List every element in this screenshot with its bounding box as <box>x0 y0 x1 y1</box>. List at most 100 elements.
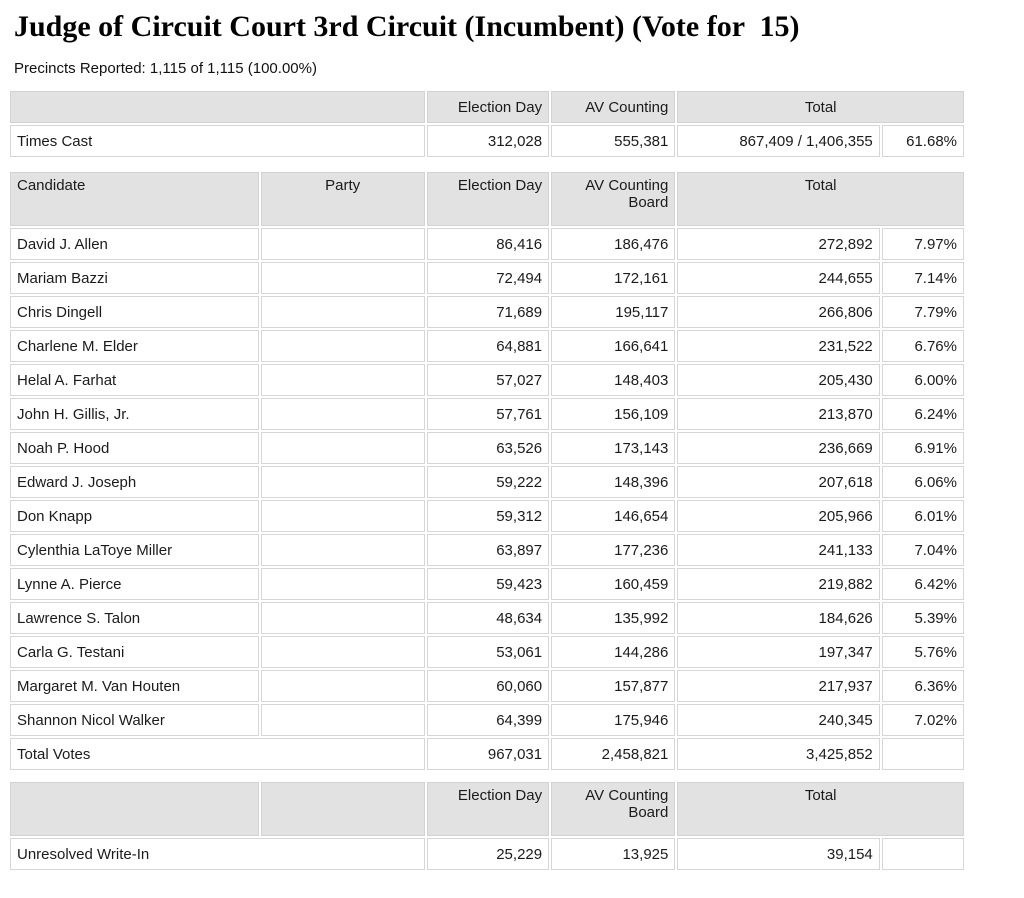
times-cast-total: 867,409 / 1,406,355 <box>677 125 880 157</box>
candidate-row: David J. Allen 86,416 186,476 272,892 7.… <box>10 228 964 260</box>
candidate-av-counting-board: 146,654 <box>551 500 676 532</box>
candidate-election-day: 48,634 <box>426 602 550 634</box>
candidate-row: Chris Dingell 71,689 195,117 266,806 7.7… <box>10 296 964 328</box>
candidate-election-day: 59,423 <box>426 568 550 600</box>
times-cast-percent: 61.68% <box>881 125 964 157</box>
candidate-total: 184,626 <box>677 602 880 634</box>
candidate-name: Noah P. Hood <box>10 432 259 464</box>
candidate-av-counting-board: 156,109 <box>551 398 676 430</box>
candidate-row: Margaret M. Van Houten 60,060 157,877 21… <box>10 670 964 702</box>
candidate-percent: 7.02% <box>881 704 964 736</box>
candidate-election-day: 64,881 <box>426 330 550 362</box>
total-votes-av-counting-board: 2,458,821 <box>551 738 676 770</box>
candidate-row: Lynne A. Pierce 59,423 160,459 219,882 6… <box>10 568 964 600</box>
candidate-election-day: 60,060 <box>426 670 550 702</box>
write-in-election-day: 25,229 <box>426 838 550 870</box>
column-header-av-counting-board: AV Counting Board <box>551 782 676 836</box>
candidate-row: Lawrence S. Talon 48,634 135,992 184,626… <box>10 602 964 634</box>
candidate-percent: 7.04% <box>881 534 964 566</box>
candidate-name: Carla G. Testani <box>10 636 259 668</box>
candidate-party <box>260 466 425 498</box>
candidate-name: Edward J. Joseph <box>10 466 259 498</box>
candidate-party <box>260 228 425 260</box>
candidate-row: Carla G. Testani 53,061 144,286 197,347 … <box>10 636 964 668</box>
write-in-table: Election Day AV Counting Board Total Unr… <box>8 780 966 872</box>
candidate-av-counting-board: 173,143 <box>551 432 676 464</box>
candidate-av-counting-board: 144,286 <box>551 636 676 668</box>
column-header-election-day: Election Day <box>426 172 550 226</box>
write-in-total: 39,154 <box>677 838 880 870</box>
candidate-percent: 6.42% <box>881 568 964 600</box>
candidate-total: 244,655 <box>677 262 880 294</box>
candidate-percent: 6.36% <box>881 670 964 702</box>
candidate-av-counting-board: 148,403 <box>551 364 676 396</box>
candidate-percent: 5.76% <box>881 636 964 668</box>
candidate-party <box>260 330 425 362</box>
candidate-av-counting-board: 157,877 <box>551 670 676 702</box>
candidate-election-day: 86,416 <box>426 228 550 260</box>
candidate-av-counting-board: 186,476 <box>551 228 676 260</box>
candidate-row: Cylenthia LaToye Miller 63,897 177,236 2… <box>10 534 964 566</box>
candidate-total: 240,345 <box>677 704 880 736</box>
candidate-row: Don Knapp 59,312 146,654 205,966 6.01% <box>10 500 964 532</box>
candidate-election-day: 72,494 <box>426 262 550 294</box>
candidate-av-counting-board: 148,396 <box>551 466 676 498</box>
candidate-name: Charlene M. Elder <box>10 330 259 362</box>
write-in-header-row: Election Day AV Counting Board Total <box>10 782 964 836</box>
candidate-total: 236,669 <box>677 432 880 464</box>
candidate-election-day: 64,399 <box>426 704 550 736</box>
column-header-election-day: Election Day <box>426 91 550 123</box>
candidate-party <box>260 296 425 328</box>
column-header-election-day: Election Day <box>426 782 550 836</box>
page-title: Judge of Circuit Court 3rd Circuit (Incu… <box>14 10 800 43</box>
candidate-percent: 7.79% <box>881 296 964 328</box>
total-votes-election-day: 967,031 <box>426 738 550 770</box>
candidate-election-day: 71,689 <box>426 296 550 328</box>
times-cast-table: Election Day AV Counting Total Times Cas… <box>8 89 966 159</box>
candidate-name: John H. Gillis, Jr. <box>10 398 259 430</box>
candidate-total: 205,966 <box>677 500 880 532</box>
candidate-row: Charlene M. Elder 64,881 166,641 231,522… <box>10 330 964 362</box>
candidate-election-day: 63,897 <box>426 534 550 566</box>
candidate-total: 231,522 <box>677 330 880 362</box>
candidate-name: Shannon Nicol Walker <box>10 704 259 736</box>
candidate-party <box>260 500 425 532</box>
candidate-row: Mariam Bazzi 72,494 172,161 244,655 7.14… <box>10 262 964 294</box>
candidate-av-counting-board: 172,161 <box>551 262 676 294</box>
total-votes-total: 3,425,852 <box>677 738 880 770</box>
candidate-av-counting-board: 166,641 <box>551 330 676 362</box>
times-cast-av-counting: 555,381 <box>551 125 676 157</box>
times-cast-row: Times Cast 312,028 555,381 867,409 / 1,4… <box>10 125 964 157</box>
candidate-election-day: 59,312 <box>426 500 550 532</box>
candidate-row: Edward J. Joseph 59,222 148,396 207,618 … <box>10 466 964 498</box>
candidate-total: 207,618 <box>677 466 880 498</box>
candidate-name: Lynne A. Pierce <box>10 568 259 600</box>
candidate-name: Chris Dingell <box>10 296 259 328</box>
candidate-name: Cylenthia LaToye Miller <box>10 534 259 566</box>
candidate-row: Noah P. Hood 63,526 173,143 236,669 6.91… <box>10 432 964 464</box>
candidate-total: 197,347 <box>677 636 880 668</box>
times-cast-label: Times Cast <box>10 125 425 157</box>
total-votes-row: Total Votes 967,031 2,458,821 3,425,852 <box>10 738 964 770</box>
candidate-av-counting-board: 175,946 <box>551 704 676 736</box>
total-votes-label: Total Votes <box>10 738 425 770</box>
candidates-header-row: Candidate Party Election Day AV Counting… <box>10 172 964 226</box>
times-cast-header-row: Election Day AV Counting Total <box>10 91 964 123</box>
candidate-name: Helal A. Farhat <box>10 364 259 396</box>
write-in-row: Unresolved Write-In 25,229 13,925 39,154 <box>10 838 964 870</box>
candidate-av-counting-board: 195,117 <box>551 296 676 328</box>
candidate-percent: 7.97% <box>881 228 964 260</box>
candidate-percent: 6.76% <box>881 330 964 362</box>
candidate-election-day: 59,222 <box>426 466 550 498</box>
candidate-av-counting-board: 160,459 <box>551 568 676 600</box>
candidate-row: Shannon Nicol Walker 64,399 175,946 240,… <box>10 704 964 736</box>
write-in-av-counting-board: 13,925 <box>551 838 676 870</box>
column-header-av-counting-board: AV Counting Board <box>551 172 676 226</box>
candidate-party <box>260 432 425 464</box>
candidate-name: Margaret M. Van Houten <box>10 670 259 702</box>
candidate-party <box>260 262 425 294</box>
candidate-row: Helal A. Farhat 57,027 148,403 205,430 6… <box>10 364 964 396</box>
candidate-party <box>260 534 425 566</box>
candidate-total: 217,937 <box>677 670 880 702</box>
